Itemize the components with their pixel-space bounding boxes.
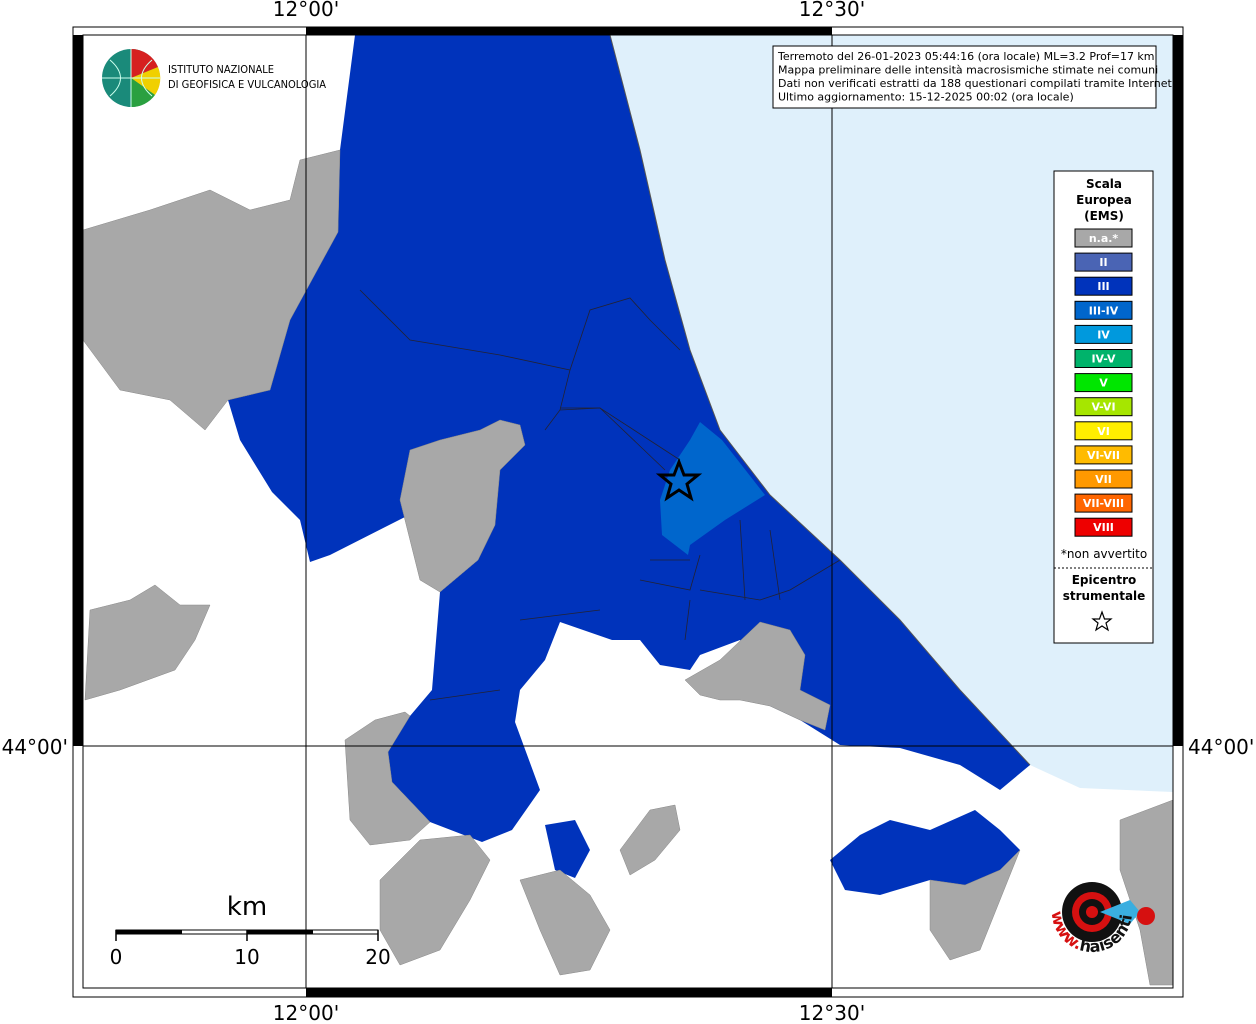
legend-swatch <box>1074 517 1133 537</box>
legend-label: III <box>1097 280 1109 293</box>
sea <box>610 35 1173 792</box>
legend-label: VI-VII <box>1087 449 1120 462</box>
logo-segment <box>131 67 161 95</box>
legend-label: VII-VIII <box>1083 497 1124 510</box>
info-line: Ultimo aggiornamento: 15-12-2025 00:02 (… <box>778 91 1074 104</box>
intensity-iii-area <box>545 820 590 878</box>
logo-ring <box>1086 906 1098 918</box>
legend-swatch <box>1074 228 1133 248</box>
frame-bar <box>306 988 832 997</box>
legend-label: II <box>1099 256 1107 269</box>
legend-swatch <box>1074 493 1133 513</box>
legend-swatch <box>1074 349 1133 368</box>
no-data-areas <box>82 149 1174 986</box>
info-box <box>772 45 1157 109</box>
logo-beam <box>1100 900 1140 924</box>
legend-label: IV <box>1097 328 1110 341</box>
scale-unit: km <box>227 892 267 922</box>
info-line: Mappa preliminare delle intensità macros… <box>778 64 1158 77</box>
legend-label: VIII <box>1093 521 1114 534</box>
frame-bar <box>73 35 83 746</box>
no-data-area <box>399 419 526 593</box>
legend-label: IV-V <box>1091 353 1116 366</box>
no-data-area <box>684 621 831 731</box>
scale-bar: km 0 10 20 <box>110 892 391 969</box>
legend-swatch <box>1074 300 1133 320</box>
longitude-label: 12°30' <box>799 1001 865 1024</box>
logo-grid <box>102 49 160 107</box>
info-line: Dati non verificati estratti da 188 ques… <box>778 77 1175 90</box>
latitude-label: 44°00' <box>1188 735 1254 759</box>
legend-swatch <box>1074 252 1133 272</box>
legend-swatch <box>1074 397 1133 417</box>
intensity-iii-iv-area <box>660 422 765 555</box>
longitude-label: 12°00' <box>273 0 339 21</box>
legend-title: (EMS) <box>1084 209 1124 223</box>
legend-swatch <box>1074 324 1133 344</box>
legend-title: Europea <box>1076 193 1132 207</box>
scale-segment <box>246 929 313 935</box>
scale-segment <box>115 929 182 935</box>
border-line <box>560 407 666 471</box>
logo-bulb <box>1137 907 1155 925</box>
legend-note: *non avvertito <box>1061 547 1147 561</box>
legend-swatch <box>1074 421 1133 441</box>
longitude-label: 12°30' <box>799 0 865 21</box>
epicenter-star <box>655 457 703 502</box>
coastline <box>609 34 1031 766</box>
legend-swatch <box>1074 445 1133 465</box>
legend-label: III-IV <box>1089 304 1119 317</box>
no-data-area <box>344 711 431 846</box>
frame-bar <box>1173 35 1183 746</box>
latitude-label: 44°00' <box>2 735 68 759</box>
no-data-area <box>84 584 211 701</box>
no-data-area <box>929 849 1021 961</box>
no-data-area <box>619 804 681 876</box>
intensity-iii-area <box>228 35 1030 842</box>
legend-label: V <box>1099 377 1108 390</box>
longitude-label: 12°00' <box>273 1001 339 1024</box>
legend-label: VI <box>1097 425 1110 438</box>
legend-epicenter: strumentale <box>1063 589 1146 603</box>
institute-name: DI GEOFISICA E VULCANOLOGIA <box>168 78 326 91</box>
scale-label: 20 <box>365 945 390 969</box>
legend-swatch <box>1074 373 1133 393</box>
scale-segment <box>312 929 379 935</box>
legend-epicenter: Epicentro <box>1072 573 1137 587</box>
info-line: Terremoto del 26-01-2023 05:44:16 (ora l… <box>777 50 1155 63</box>
legend: ScalaEuropea(EMS)n.a.*IIIIIIII-IVIVIV-VV… <box>1054 177 1153 632</box>
legend-swatch <box>1074 469 1133 489</box>
no-data-area <box>519 869 611 976</box>
no-data-area <box>82 149 341 431</box>
institute-name: ISTITUTO NAZIONALE <box>168 63 274 76</box>
ingv-logo: ISTITUTO NAZIONALE DI GEOFISICA E VULCAN… <box>102 48 326 108</box>
info-lines: Terremoto del 26-01-2023 05:44:16 (ora l… <box>777 50 1175 104</box>
legend-title: Scala <box>1086 177 1122 191</box>
scale-label: 0 <box>110 945 123 969</box>
intensity-iii-area <box>830 810 1020 895</box>
legend-label: n.a.* <box>1089 232 1119 245</box>
legend-star <box>1091 610 1113 632</box>
logo-segment <box>131 78 155 108</box>
legend-label: V-VI <box>1091 401 1115 414</box>
legend-swatch <box>1074 276 1133 296</box>
legend-label: VII <box>1095 473 1112 486</box>
scale-label: 10 <box>234 945 259 969</box>
no-data-area <box>379 834 491 966</box>
logo-segment <box>131 48 158 78</box>
scale-segment <box>181 929 248 935</box>
frame-bar <box>306 27 832 35</box>
